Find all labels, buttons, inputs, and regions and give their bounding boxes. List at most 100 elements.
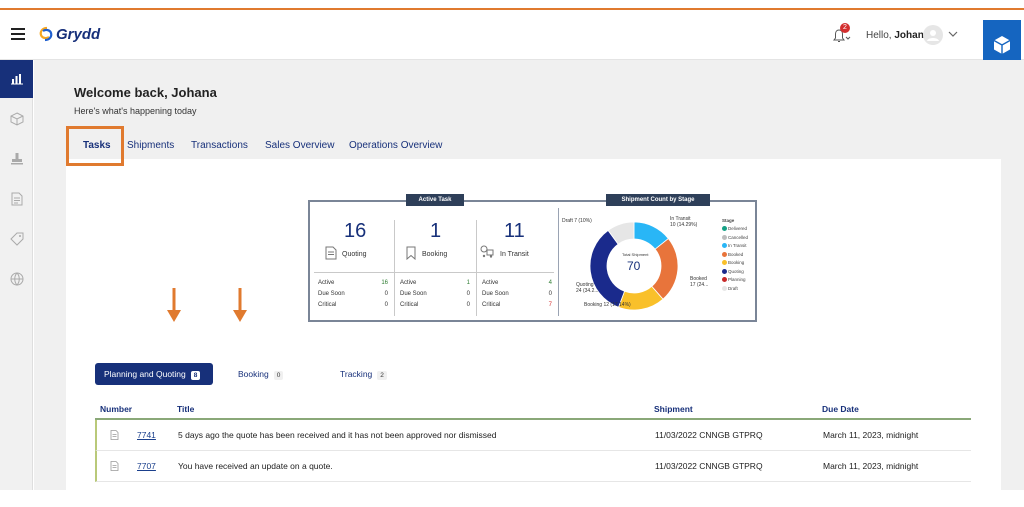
task-shipment: 11/03/2022 CNNGB GTPRQ bbox=[655, 430, 763, 440]
column-header-number[interactable]: Number bbox=[100, 404, 133, 414]
active-value: 4 bbox=[548, 280, 552, 286]
user-icon bbox=[927, 30, 939, 41]
legend-swatch bbox=[722, 243, 727, 249]
column-header-title[interactable]: Title bbox=[177, 404, 195, 414]
legend-label: Booking bbox=[728, 260, 745, 265]
task-shipment: 11/03/2022 CNNGB GTPRQ bbox=[655, 461, 763, 471]
subtab-count: 0 bbox=[273, 371, 284, 380]
active-label: Active bbox=[400, 280, 417, 286]
page-subtitle: Here's what's happening today bbox=[74, 106, 197, 116]
tab-operations-overview[interactable]: Operations Overview bbox=[349, 140, 443, 151]
in-transit-breakdown: Active 4 Due Soon 0 Critical 7 bbox=[482, 280, 552, 314]
app-name: Grydd bbox=[56, 25, 101, 43]
legend-item-delivered[interactable]: Delivered bbox=[722, 226, 747, 232]
table-row[interactable]: 7741 5 days ago the quote has been recei… bbox=[95, 420, 971, 451]
donut-slice-draft[interactable] bbox=[607, 221, 635, 245]
legend-label: Cancelled bbox=[728, 234, 749, 240]
divider bbox=[558, 208, 559, 316]
legend-item-booking[interactable]: Booking bbox=[722, 260, 745, 266]
subtab-planning-quoting[interactable]: Planning and Quoting 8 bbox=[95, 363, 213, 385]
due-soon-value: 0 bbox=[466, 291, 470, 297]
sidebar-item-pricing[interactable] bbox=[0, 220, 33, 258]
legend-label: Planning bbox=[728, 277, 746, 282]
divider bbox=[394, 220, 395, 316]
due-soon-label: Due Soon bbox=[482, 291, 509, 297]
legend-item-cancelled[interactable]: Cancelled bbox=[722, 235, 748, 240]
sidebar-item-global[interactable] bbox=[0, 260, 33, 298]
booking-label: Booking bbox=[422, 251, 448, 258]
quoting-count: 16 bbox=[344, 220, 367, 242]
column-header-shipment[interactable]: Shipment bbox=[654, 404, 693, 414]
donut-center-label: Total Shipment bbox=[622, 252, 649, 257]
legend-label: Booked bbox=[728, 251, 744, 257]
booked-slice-label: Booked 17 (24... bbox=[690, 276, 709, 288]
legend-label: In Transit bbox=[728, 243, 747, 248]
task-due-date: March 11, 2023, midnight bbox=[823, 430, 919, 440]
subtab-label: Booking bbox=[238, 369, 269, 379]
legend-item-in-transit[interactable]: In Transit bbox=[722, 243, 747, 249]
globe-icon bbox=[10, 272, 23, 286]
app-logo[interactable]: Grydd bbox=[38, 24, 100, 44]
top-bar: Grydd 2 Hello, Johana bbox=[0, 10, 1024, 69]
subtab-booking[interactable]: Booking 0 bbox=[238, 369, 284, 380]
avatar[interactable] bbox=[923, 25, 943, 45]
legend-item-quoting[interactable]: Quoting bbox=[722, 269, 744, 274]
sidebar-item-customs[interactable] bbox=[0, 140, 33, 178]
notifications-button[interactable]: 2 bbox=[830, 23, 852, 46]
booking-slice-label: Booking 12 (17.14%) bbox=[584, 302, 631, 308]
quoting-breakdown: Active 16 Due Soon 0 Critical 0 bbox=[318, 280, 388, 314]
table-row[interactable]: 7707 You have received an update on a qu… bbox=[95, 451, 971, 482]
arrow-down-icon bbox=[167, 288, 181, 322]
active-label: Active bbox=[318, 280, 335, 286]
document-icon bbox=[11, 192, 22, 206]
legend-item-booked[interactable]: Booked bbox=[722, 252, 743, 257]
sidebar-item-shipments[interactable] bbox=[0, 100, 33, 138]
chevron-down-icon[interactable] bbox=[948, 30, 958, 38]
shipment-count-title: Shipment Count by Stage bbox=[606, 194, 710, 206]
critical-value: 7 bbox=[548, 302, 552, 308]
box-icon bbox=[10, 112, 23, 126]
legend-item-draft[interactable]: Draft bbox=[722, 286, 738, 291]
tab-tasks[interactable]: Tasks bbox=[83, 140, 111, 151]
hamburger-menu-icon[interactable] bbox=[11, 28, 25, 40]
arrow-down-icon bbox=[233, 288, 247, 322]
tab-transactions[interactable]: Transactions bbox=[191, 140, 248, 151]
legend-swatch bbox=[722, 268, 727, 274]
bell-icon bbox=[833, 29, 851, 42]
table-header: Number Title Shipment Due Date bbox=[95, 403, 971, 420]
booking-breakdown: Active 1 Due Soon 0 Critical 0 bbox=[400, 280, 470, 314]
accent-line bbox=[0, 8, 1024, 10]
shipping-icon bbox=[480, 245, 494, 258]
task-number-link[interactable]: 7741 bbox=[137, 430, 156, 440]
task-number-link[interactable]: 7707 bbox=[137, 461, 156, 471]
tab-shipments[interactable]: Shipments bbox=[127, 140, 175, 151]
legend-swatch bbox=[722, 277, 727, 283]
cube-icon bbox=[993, 35, 1011, 54]
legend-title: Stage bbox=[722, 218, 735, 223]
subtab-label: Planning and Quoting bbox=[104, 369, 186, 379]
active-value: 1 bbox=[466, 280, 470, 286]
subtab-tracking[interactable]: Tracking 2 bbox=[340, 369, 387, 380]
column-header-due-date[interactable]: Due Date bbox=[822, 404, 859, 414]
legend-item-planning[interactable]: Planning bbox=[722, 277, 746, 283]
legend-swatch bbox=[722, 234, 727, 240]
sidebar-item-documents[interactable] bbox=[0, 180, 33, 218]
in-transit-count: 11 bbox=[504, 220, 525, 242]
user-greeting[interactable]: Hello, Johana bbox=[866, 30, 929, 41]
user-name: Johana bbox=[894, 30, 930, 41]
subtab-label: Tracking bbox=[340, 369, 373, 379]
task-title: 5 days ago the quote has been received a… bbox=[178, 430, 497, 440]
document-icon bbox=[110, 461, 119, 471]
due-soon-value: 0 bbox=[548, 291, 552, 297]
subtab-count: 2 bbox=[377, 371, 387, 380]
tab-sales-overview[interactable]: Sales Overview bbox=[265, 140, 335, 151]
subtab-count: 8 bbox=[190, 371, 201, 380]
critical-label: Critical bbox=[482, 302, 501, 308]
document-icon bbox=[325, 246, 337, 260]
critical-value: 0 bbox=[466, 302, 470, 308]
active-value: 16 bbox=[381, 280, 388, 286]
sidebar-item-dashboard[interactable] bbox=[0, 60, 33, 98]
tag-icon bbox=[9, 232, 23, 246]
stamp-icon bbox=[10, 153, 23, 165]
